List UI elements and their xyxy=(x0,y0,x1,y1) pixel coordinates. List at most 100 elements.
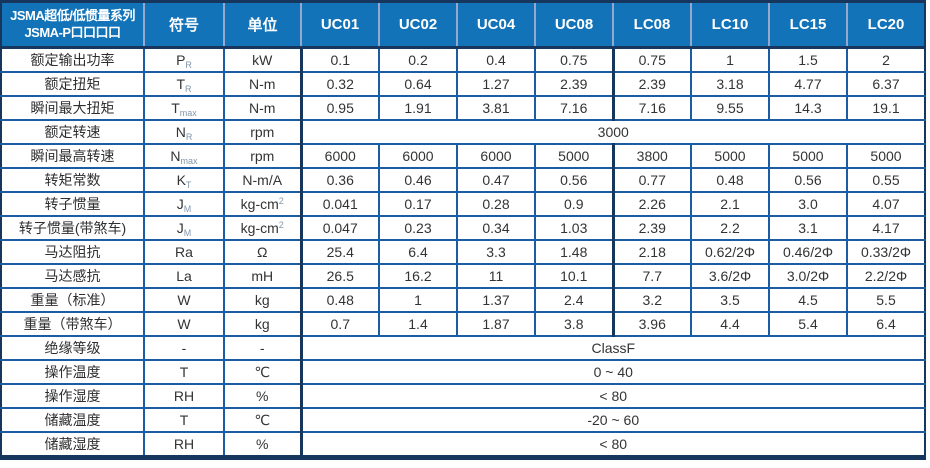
symbol-base: La xyxy=(176,268,192,284)
row-symbol: NR xyxy=(143,119,225,145)
value-cell: 0.55 xyxy=(846,167,925,193)
row-symbol: JM xyxy=(143,191,225,217)
col-header-model-lc15: LC15 xyxy=(768,1,847,49)
symbol-subscript: R xyxy=(185,60,192,70)
merged-value-cell: -20 ~ 60 xyxy=(299,407,925,433)
value-cell: 1.48 xyxy=(534,239,614,265)
value-cell: 0.62/2Φ xyxy=(690,239,770,265)
value-cell: 0.95 xyxy=(299,95,380,121)
value-cell: 3.18 xyxy=(690,71,770,97)
value-cell: 0.56 xyxy=(534,167,614,193)
value-cell: 9.55 xyxy=(690,95,770,121)
symbol-subscript: max xyxy=(179,108,197,118)
value-cell: 6.37 xyxy=(846,71,925,97)
row-label: 操作温度 xyxy=(1,359,145,385)
row-label: 转矩常数 xyxy=(1,167,145,193)
value-cell: 2.4 xyxy=(534,287,614,313)
row-unit: N-m xyxy=(223,71,302,97)
spec-table-body: 额定输出功率 PR kW 0.1 0.2 0.4 0.75 0.75 1 1.5 2 额定扭矩 TR N-… xyxy=(1,46,925,459)
value-cell: 1 xyxy=(378,287,458,313)
value-cell: 3.0 xyxy=(768,191,848,217)
value-cell: 3.1 xyxy=(768,215,848,241)
value-cell: 0.64 xyxy=(378,71,458,97)
table-row: 马达感抗 La mH 26.5 16.2 11 10.1 7.7 3.6/2Φ 3.0/2Φ 2.2… xyxy=(1,263,925,289)
value-cell: 2.2 xyxy=(690,215,770,241)
row-symbol: JM xyxy=(143,215,225,241)
merged-value-cell: ClassF xyxy=(299,335,925,361)
value-cell: 1.5 xyxy=(768,46,848,73)
value-cell: 0.34 xyxy=(456,215,536,241)
value-cell: 10.1 xyxy=(534,263,614,289)
value-cell: 6000 xyxy=(456,143,536,169)
col-header-model-lc08: LC08 xyxy=(612,1,691,49)
value-cell: 6000 xyxy=(299,143,380,169)
symbol-base: RH xyxy=(173,436,195,452)
value-cell: 19.1 xyxy=(846,95,925,121)
value-cell: 0.041 xyxy=(299,191,380,217)
unit-base: % xyxy=(256,388,269,404)
row-symbol: RH xyxy=(143,431,225,459)
value-cell: 0.46 xyxy=(378,167,458,193)
value-cell: 4.07 xyxy=(846,191,925,217)
value-cell: 0.46/2Φ xyxy=(768,239,848,265)
value-cell: 5000 xyxy=(690,143,770,169)
symbol-subscript: R xyxy=(185,84,192,94)
value-cell: 1.03 xyxy=(534,215,614,241)
merged-value-cell: < 80 xyxy=(299,383,925,409)
value-cell: 0.48 xyxy=(299,287,380,313)
value-cell: 3.3 xyxy=(456,239,536,265)
col-header-model-uc08: UC08 xyxy=(534,1,613,49)
unit-superscript: 2 xyxy=(278,220,284,230)
row-label: 马达阻抗 xyxy=(1,239,145,265)
value-cell: 26.5 xyxy=(299,263,380,289)
row-symbol: Ra xyxy=(143,239,225,265)
table-row: 储藏温度 T ℃ -20 ~ 60 xyxy=(1,407,925,433)
row-unit: % xyxy=(223,383,302,409)
value-cell: 0.36 xyxy=(299,167,380,193)
row-unit: rpm xyxy=(223,119,302,145)
table-row: 额定转速 NR rpm 3000 xyxy=(1,119,925,145)
symbol-base: W xyxy=(177,316,191,332)
symbol-base: - xyxy=(181,340,187,356)
row-symbol: PR xyxy=(143,46,225,73)
value-cell: 3.5 xyxy=(690,287,770,313)
value-cell: 2.2/2Φ xyxy=(846,263,925,289)
symbol-subscript: M xyxy=(183,204,192,214)
symbol-base: T xyxy=(171,100,180,116)
row-unit: % xyxy=(223,431,302,459)
value-cell: 2.26 xyxy=(611,191,692,217)
unit-base: kg xyxy=(254,316,270,332)
row-unit: mH xyxy=(223,263,302,289)
row-unit: ℃ xyxy=(223,359,302,385)
value-cell: 3.2 xyxy=(611,287,692,313)
value-cell: 0.33/2Φ xyxy=(846,239,925,265)
value-cell: 4.4 xyxy=(690,311,770,337)
col-header-model-lc20: LC20 xyxy=(846,1,925,49)
value-cell: 3.0/2Φ xyxy=(768,263,848,289)
row-label: 储藏湿度 xyxy=(1,431,145,459)
unit-base: N-m xyxy=(249,100,276,116)
symbol-base: P xyxy=(176,52,186,68)
table-row: 额定输出功率 PR kW 0.1 0.2 0.4 0.75 0.75 1 1.5 2 xyxy=(1,46,925,73)
unit-base: kW xyxy=(252,52,273,68)
value-cell: 6.4 xyxy=(378,239,458,265)
row-symbol: T xyxy=(143,407,225,433)
value-cell: 4.77 xyxy=(768,71,848,97)
value-cell: 1.87 xyxy=(456,311,536,337)
value-cell: 4.17 xyxy=(846,215,925,241)
col-header-model-uc02: UC02 xyxy=(378,1,457,49)
value-cell: 7.7 xyxy=(611,263,692,289)
unit-base: % xyxy=(256,436,269,452)
value-cell: 11 xyxy=(456,263,536,289)
value-cell: 3800 xyxy=(611,143,692,169)
value-cell: 5.5 xyxy=(846,287,925,313)
row-unit: N-m xyxy=(223,95,302,121)
row-label: 额定输出功率 xyxy=(1,46,145,73)
row-label: 重量（标准） xyxy=(1,287,145,313)
col-header-model-lc10: LC10 xyxy=(690,1,769,49)
row-symbol: La xyxy=(143,263,225,289)
table-row: 瞬间最高转速 Nmax rpm 6000 6000 6000 5000 3800 5000 500… xyxy=(1,143,925,169)
value-cell: 0.2 xyxy=(378,46,458,73)
